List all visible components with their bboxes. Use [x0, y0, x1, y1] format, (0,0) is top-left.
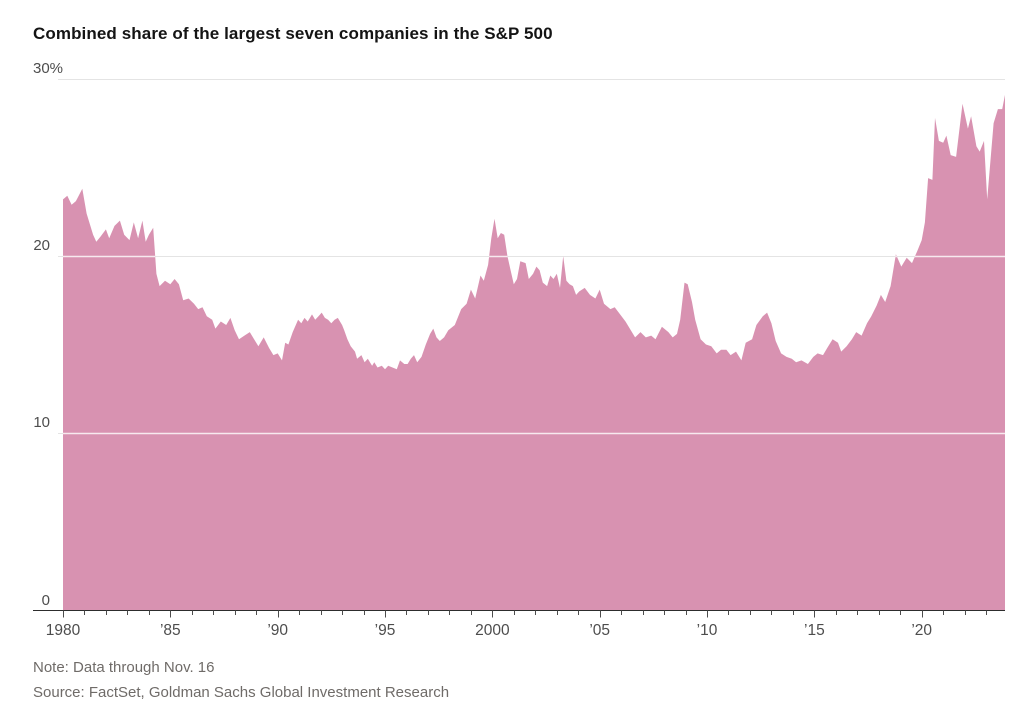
- chart-title: Combined share of the largest seven comp…: [33, 24, 553, 44]
- svg-text:0: 0: [42, 592, 50, 609]
- svg-text:1980: 1980: [46, 622, 81, 639]
- svg-text:’10: ’10: [697, 622, 718, 639]
- svg-text:’15: ’15: [804, 622, 825, 639]
- x-axis-ticks: [63, 610, 987, 618]
- svg-text:10: 10: [33, 414, 50, 431]
- svg-text:’90: ’90: [267, 622, 288, 639]
- svg-text:20: 20: [33, 237, 50, 254]
- area-series: [63, 94, 1005, 610]
- svg-text:’20: ’20: [911, 622, 932, 639]
- svg-text:’95: ’95: [375, 622, 396, 639]
- svg-text:30%: 30%: [33, 60, 63, 77]
- svg-text:’85: ’85: [160, 622, 181, 639]
- x-tick-labels: 1980 ’85 ’90 ’95 2000 ’05 ’10 ’15 ’20: [46, 622, 933, 639]
- chart-note: Note: Data through Nov. 16: [33, 659, 215, 676]
- chart-source: Source: FactSet, Goldman Sachs Global In…: [33, 684, 450, 701]
- y-tick-labels: 30% 20 10 0: [33, 60, 63, 609]
- svg-text:2000: 2000: [475, 622, 510, 639]
- svg-text:’05: ’05: [589, 622, 610, 639]
